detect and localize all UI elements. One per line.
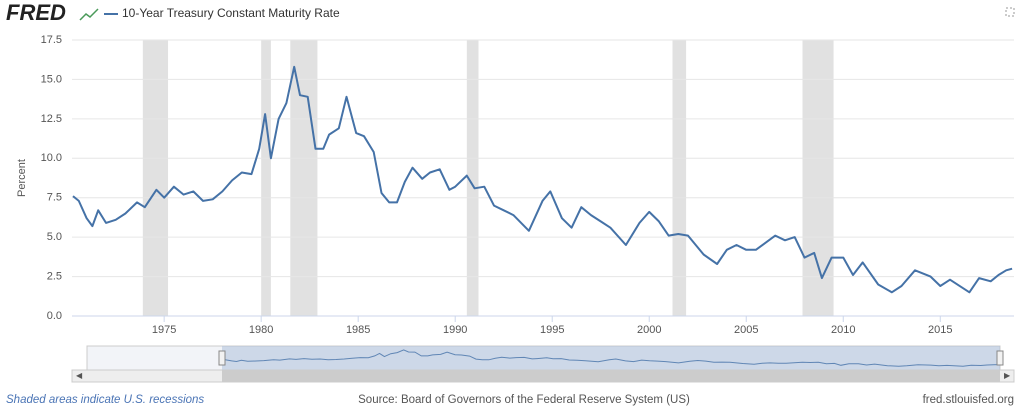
recession-band: [290, 40, 318, 316]
recession-band: [142, 40, 169, 316]
site: fred.stlouisfed.org: [923, 394, 1014, 406]
x-tick-label: 2000: [637, 324, 661, 336]
x-tick-label: 2015: [928, 324, 952, 336]
x-tick-label: 2005: [734, 324, 758, 336]
scrollbar-thumb[interactable]: [222, 370, 1000, 382]
y-tick-label: 17.5: [41, 34, 62, 46]
fullscreen-icon[interactable]: [1005, 7, 1015, 17]
y-tick-label: 15.0: [41, 73, 62, 85]
y-tick-label: 2.5: [47, 270, 62, 282]
y-tick-label: 12.5: [41, 113, 62, 125]
x-tick-label: 1990: [443, 324, 467, 336]
x-tick-label: 1975: [152, 324, 176, 336]
series-line: [72, 65, 1013, 294]
x-tick-label: 1980: [249, 324, 273, 336]
navigator-selection[interactable]: [222, 346, 1000, 370]
y-tick-label: 5.0: [47, 231, 62, 243]
navigator-handle[interactable]: [218, 350, 226, 366]
recession-band: [672, 40, 687, 316]
logo: FRED: [6, 0, 66, 25]
scroll-left[interactable]: ◀: [76, 371, 83, 380]
y-tick-label: 10.0: [41, 152, 62, 164]
scroll-right[interactable]: ▶: [1004, 371, 1011, 380]
x-tick-label: 1985: [346, 324, 370, 336]
recession-band: [466, 40, 479, 316]
recession-band: [261, 40, 271, 316]
navigator-line: [220, 349, 999, 367]
recession-note: Shaded areas indicate U.S. recessions: [6, 394, 204, 406]
x-tick-label: 2010: [831, 324, 855, 336]
legend-label: 10-Year Treasury Constant Maturity Rate: [122, 6, 340, 20]
navigator-handle[interactable]: [996, 350, 1004, 366]
y-tick-label: 7.5: [47, 192, 62, 204]
source: Source: Board of Governors of the Federa…: [358, 394, 690, 406]
recession-band: [802, 40, 834, 316]
logo-icon: [79, 8, 99, 21]
y-axis-label: Percent: [16, 159, 28, 197]
y-tick-label: 0.0: [47, 310, 62, 322]
x-tick-label: 1995: [540, 324, 564, 336]
